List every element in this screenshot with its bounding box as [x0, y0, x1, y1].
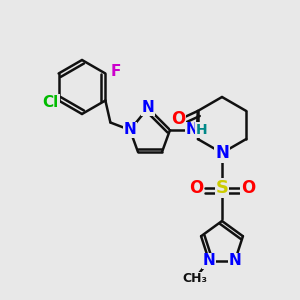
Text: F: F	[110, 64, 121, 79]
Text: O: O	[241, 179, 255, 197]
Text: S: S	[215, 179, 229, 197]
Text: Cl: Cl	[43, 95, 59, 110]
Text: CH₃: CH₃	[183, 272, 208, 285]
Text: N: N	[229, 253, 241, 268]
Text: O: O	[189, 179, 203, 197]
Text: N: N	[203, 253, 215, 268]
Text: N: N	[142, 100, 154, 116]
Text: H: H	[196, 123, 208, 137]
Text: O: O	[171, 110, 185, 128]
Text: N: N	[215, 144, 229, 162]
Text: N: N	[186, 122, 198, 137]
Text: N: N	[124, 122, 136, 137]
